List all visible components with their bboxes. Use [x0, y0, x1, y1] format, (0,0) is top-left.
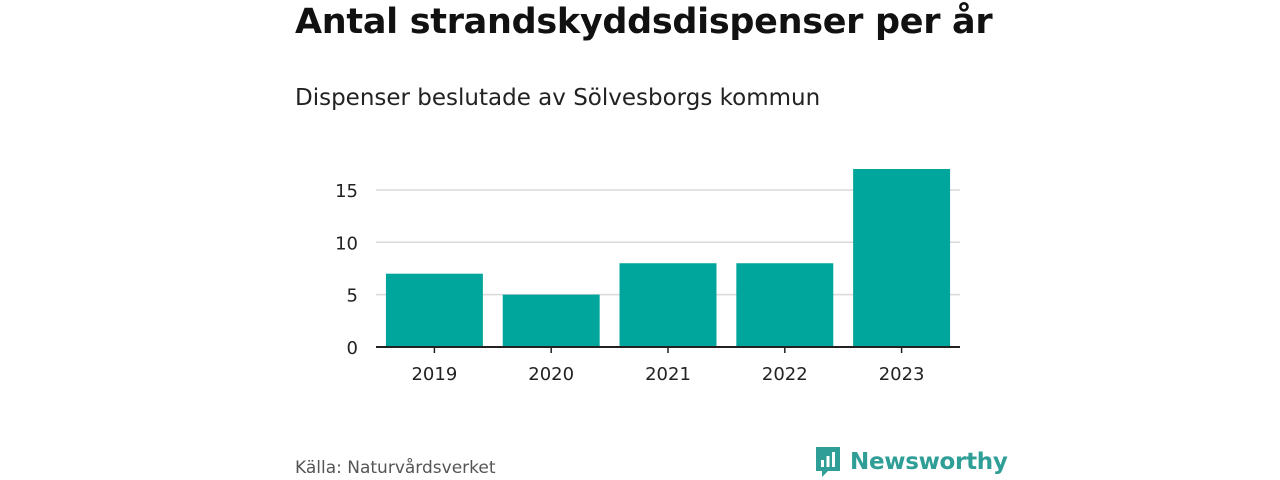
newsworthy-logo-icon: [816, 447, 840, 477]
bar: [502, 294, 600, 347]
brand: Newsworthy: [814, 445, 1008, 479]
x-tick-label: 2021: [645, 364, 691, 385]
x-tick-label: 2019: [411, 364, 457, 385]
bar: [736, 263, 834, 347]
chart-title: Antal strandskyddsdispenser per år: [295, 2, 993, 42]
y-tick-label: 0: [347, 338, 358, 359]
y-tick-label: 10: [335, 233, 358, 254]
bar: [385, 273, 483, 347]
axes: 0 5 10 15 2019 2020 2021 2022 2023: [335, 181, 960, 385]
brand-name: Newsworthy: [850, 449, 1008, 475]
bar: [619, 263, 717, 347]
y-tick-label: 5: [347, 286, 358, 307]
bar: [853, 169, 951, 347]
chart-subtitle: Dispenser beslutade av Sölvesborgs kommu…: [295, 85, 821, 111]
x-tick-label: 2023: [879, 364, 925, 385]
x-tick-label: 2020: [528, 364, 574, 385]
x-tick-label: 2022: [762, 364, 808, 385]
bars: [385, 169, 951, 347]
y-tick-label: 15: [335, 181, 358, 202]
bar-chart: 0 5 10 15 2019 2020 2021 2022 2023: [335, 169, 960, 385]
source-note: Källa: Naturvårdsverket: [295, 458, 496, 478]
